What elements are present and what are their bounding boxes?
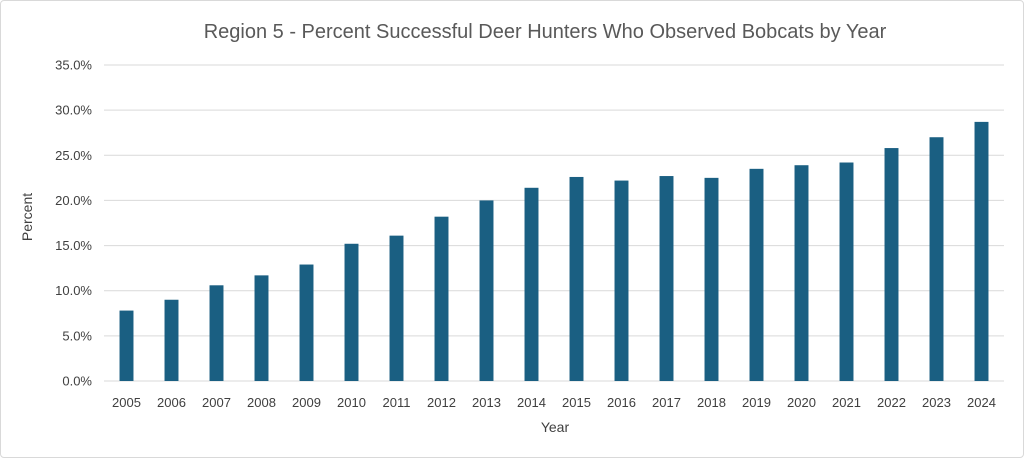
x-tick-label: 2022 (877, 395, 906, 410)
bar-2024 (974, 121, 989, 381)
bar-2015 (569, 176, 584, 381)
bar-2022 (884, 148, 899, 381)
x-tick-label: 2016 (607, 395, 636, 410)
x-axis-label: Year (541, 419, 570, 435)
bar-2018 (704, 177, 719, 381)
bar-2006 (164, 299, 179, 381)
x-tick-label: 2019 (742, 395, 771, 410)
bar-2012 (434, 216, 449, 381)
gridlines (104, 64, 1004, 382)
bar-2016 (614, 180, 629, 381)
y-tick-label: 5.0% (62, 328, 92, 343)
bar-2013 (479, 200, 494, 381)
x-axis-ticks: 2005 2006 2007 2008 2009 2010 2011 2012 2013 2014… (112, 395, 996, 410)
x-tick-label: 2007 (202, 395, 231, 410)
y-tick-label: 35.0% (55, 58, 92, 73)
x-tick-label: 2012 (427, 395, 456, 410)
x-tick-label: 2021 (832, 395, 861, 410)
y-tick-label: 15.0% (55, 238, 92, 253)
x-tick-label: 2013 (472, 395, 501, 410)
x-tick-label: 2010 (337, 395, 366, 410)
y-tick-label: 20.0% (55, 193, 92, 208)
y-tick-label: 10.0% (55, 283, 92, 298)
x-tick-label: 2005 (112, 395, 141, 410)
y-tick-label: 30.0% (55, 103, 92, 118)
x-tick-label: 2020 (787, 395, 816, 410)
x-tick-label: 2023 (922, 395, 951, 410)
y-axis-label: Percent (19, 193, 35, 241)
bar-2011 (389, 235, 404, 381)
bar-2021 (839, 162, 854, 381)
bar-2014 (524, 187, 539, 381)
bar-2007 (209, 285, 224, 381)
y-axis-ticks: 0.0% 5.0% 10.0% 15.0% 20.0% 25.0% 30.0% 35.0% (55, 58, 92, 389)
x-tick-label: 2011 (383, 395, 411, 410)
bar-2023 (929, 137, 944, 381)
x-tick-label: 2017 (652, 395, 681, 410)
x-tick-label: 2006 (157, 395, 186, 410)
x-tick-label: 2015 (562, 395, 591, 410)
y-tick-label: 25.0% (55, 148, 92, 163)
bar-2008 (254, 275, 269, 381)
bar-2017 (659, 176, 674, 381)
bar-2009 (299, 264, 314, 381)
chart-title: Region 5 - Percent Successful Deer Hunte… (204, 21, 887, 43)
bar-2019 (749, 168, 764, 381)
bars (119, 121, 989, 381)
bar-2020 (794, 165, 809, 381)
bar-2005 (119, 310, 134, 381)
x-tick-label: 2018 (697, 395, 726, 410)
x-tick-label: 2008 (247, 395, 276, 410)
bar-2010 (344, 243, 359, 381)
y-tick-label: 0.0% (62, 374, 92, 389)
x-tick-label: 2024 (967, 395, 996, 410)
x-tick-label: 2014 (517, 395, 546, 410)
x-tick-label: 2009 (292, 395, 321, 410)
